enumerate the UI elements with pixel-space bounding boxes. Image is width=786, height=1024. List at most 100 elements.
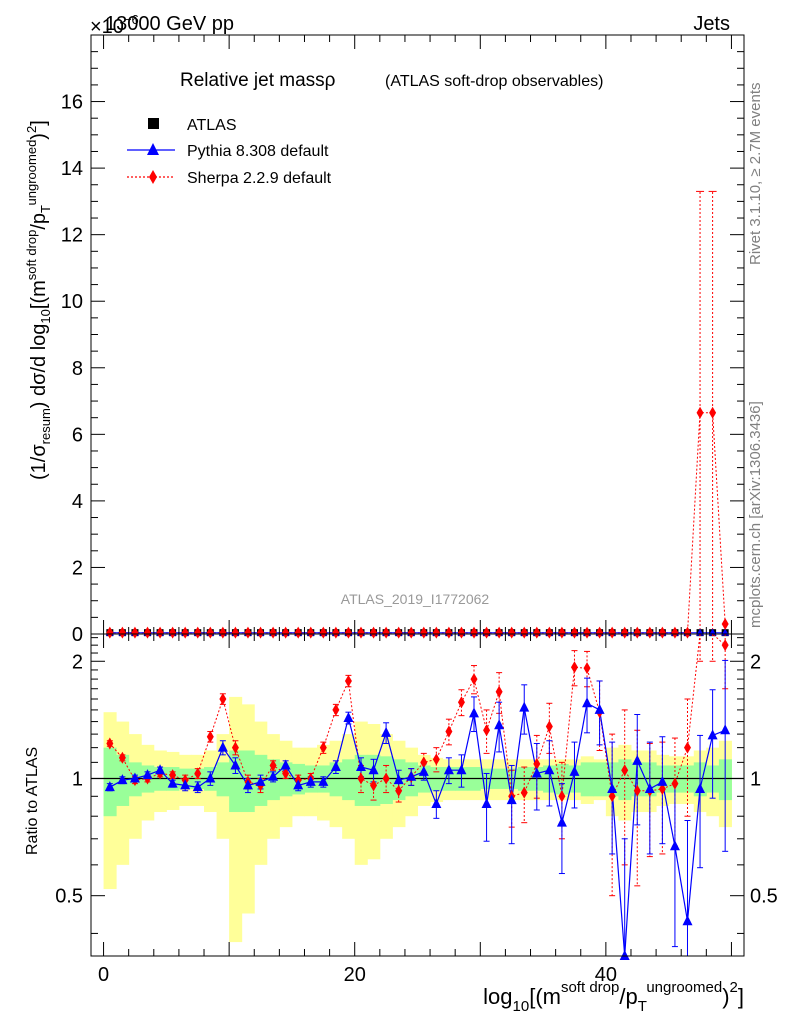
sherpa-main-point [646, 626, 654, 639]
ratio-y-tick-label-right: 1 [750, 768, 761, 790]
sherpa-ratio-point [683, 741, 691, 754]
main-y-axis: 0 2 4 6 8 10 12 14 16 [61, 51, 744, 646]
pythia-ratio-point [293, 779, 304, 790]
sherpa-ratio-point [658, 782, 666, 795]
header-right: Jets [693, 13, 730, 35]
sherpa-main-point [696, 406, 704, 419]
main-y-tick-label: 4 [72, 491, 83, 513]
sherpa-ratio-point [483, 724, 491, 737]
ratio-bands [91, 696, 744, 943]
sherpa-ratio-point [169, 769, 177, 782]
pythia-ratio-point [129, 772, 140, 783]
sherpa-ratio-point [432, 753, 440, 766]
main-y-tick-label: 0 [72, 624, 83, 646]
sherpa-main-point [457, 626, 465, 639]
pythia-ratio-point [443, 764, 454, 775]
ratio-y-tick-label-right: 2 [750, 651, 761, 673]
main-panel: 0 2 4 6 8 10 12 14 16 Relative jet massρ (ATLAS … [24, 34, 745, 646]
pythia-ratio-line [109, 702, 726, 957]
sherpa-main-point [181, 626, 189, 639]
pythia-ratio-point [519, 701, 530, 712]
sherpa-ratio-point [583, 662, 591, 675]
x-axis-label: log10[(msoft drop/pTungroomed)2] [483, 979, 744, 1015]
pythia-ratio-point [582, 697, 593, 708]
sherpa-ratio-point [545, 720, 553, 733]
ratio-y-tick-label: 2 [72, 651, 83, 673]
sherpa-main-point [420, 626, 428, 639]
sherpa-main-point [470, 626, 478, 639]
pythia-ratio-point [556, 816, 567, 827]
sherpa-ratio-point [621, 764, 629, 777]
sherpa-main-point [596, 626, 604, 639]
sherpa-main-point [533, 626, 541, 639]
y-label-sup-ungroomed: ungroomed [24, 140, 39, 206]
sherpa-main-point [570, 626, 578, 639]
sherpa-ratio-point [231, 741, 239, 754]
sherpa-main-point [357, 626, 365, 639]
pythia-ratio-point [431, 797, 442, 808]
sherpa-main-point [407, 626, 415, 639]
sherpa-main-point [495, 626, 503, 639]
sherpa-main-point [169, 626, 177, 639]
sherpa-main-point [621, 626, 629, 639]
sherpa-main-point [144, 626, 152, 639]
sherpa-ratio-point [721, 639, 729, 652]
pythia-ratio-point [381, 726, 392, 737]
ratio-y-tick-label: 0.5 [55, 886, 83, 908]
pythia-ratio-point [720, 724, 731, 735]
legend-sherpa-label: Sherpa 2.2.9 default [187, 170, 332, 187]
pythia-ratio-point [531, 767, 542, 778]
sherpa-main-point [709, 406, 717, 419]
ratio-x-tick-label: 20 [344, 964, 366, 986]
pythia-ratio-point [330, 761, 341, 772]
sherpa-ratio-point [206, 730, 214, 743]
sherpa-main-point [257, 626, 265, 639]
sherpa-main-point [106, 626, 114, 639]
pythia-ratio-point [155, 764, 166, 775]
sherpa-ratio-point [570, 661, 578, 674]
legend-atlas-label: ATLAS [187, 117, 237, 134]
pythia-ratio-point [418, 765, 429, 776]
sherpa-main-point [608, 626, 616, 639]
sherpa-main-point [432, 626, 440, 639]
sherpa-main-point [244, 626, 252, 639]
sherpa-ratio-point [495, 685, 503, 698]
y-label-sup-2: 2 [24, 126, 39, 133]
pythia-ratio-point [481, 797, 492, 808]
ratio-band-inner [593, 762, 607, 797]
ratio-y-axis: 0.5 0.5 1 1 2 2 [55, 637, 778, 934]
sherpa-ratio-point [633, 784, 641, 797]
pythia-ratio-point [104, 781, 115, 792]
sherpa-ratio-point [445, 725, 453, 738]
sherpa-main-point [319, 626, 327, 639]
sherpa-ratio-point [608, 790, 616, 803]
sherpa-ratio-point [282, 767, 290, 780]
pythia-ratio-point [242, 779, 253, 790]
sherpa-ratio-point [457, 696, 465, 709]
main-y-tick-label: 10 [61, 291, 83, 313]
pythia-ratio-point [192, 781, 203, 792]
sherpa-ratio-point [533, 757, 541, 770]
sherpa-main-point [520, 626, 528, 639]
main-y-tick-label: 14 [61, 158, 83, 180]
sherpa-main-point [269, 626, 277, 639]
legend-pythia-label: Pythia 8.308 default [187, 143, 329, 160]
y-scale-base: ×10 [90, 16, 124, 38]
pythia-ratio-point [569, 765, 580, 776]
sherpa-main-point [156, 626, 164, 639]
sherpa-main-point [194, 626, 202, 639]
sherpa-main-point [219, 626, 227, 639]
pythia-ratio-point [469, 707, 480, 718]
pythia-ratio-point [695, 782, 706, 793]
pythia-ratio-point [368, 764, 379, 775]
ratio-y-label: Ratio to ATLAS [24, 747, 41, 855]
sherpa-main-point [344, 626, 352, 639]
x-label-sub-10: 10 [513, 998, 530, 1015]
pythia-ratio-point [305, 775, 316, 786]
y-scale-exponent: −6 [124, 12, 139, 27]
legend-atlas-marker [148, 118, 159, 129]
pythia-ratio-point [255, 775, 266, 786]
legend-pythia-marker [147, 143, 159, 155]
pythia-ratio-point [230, 759, 241, 770]
